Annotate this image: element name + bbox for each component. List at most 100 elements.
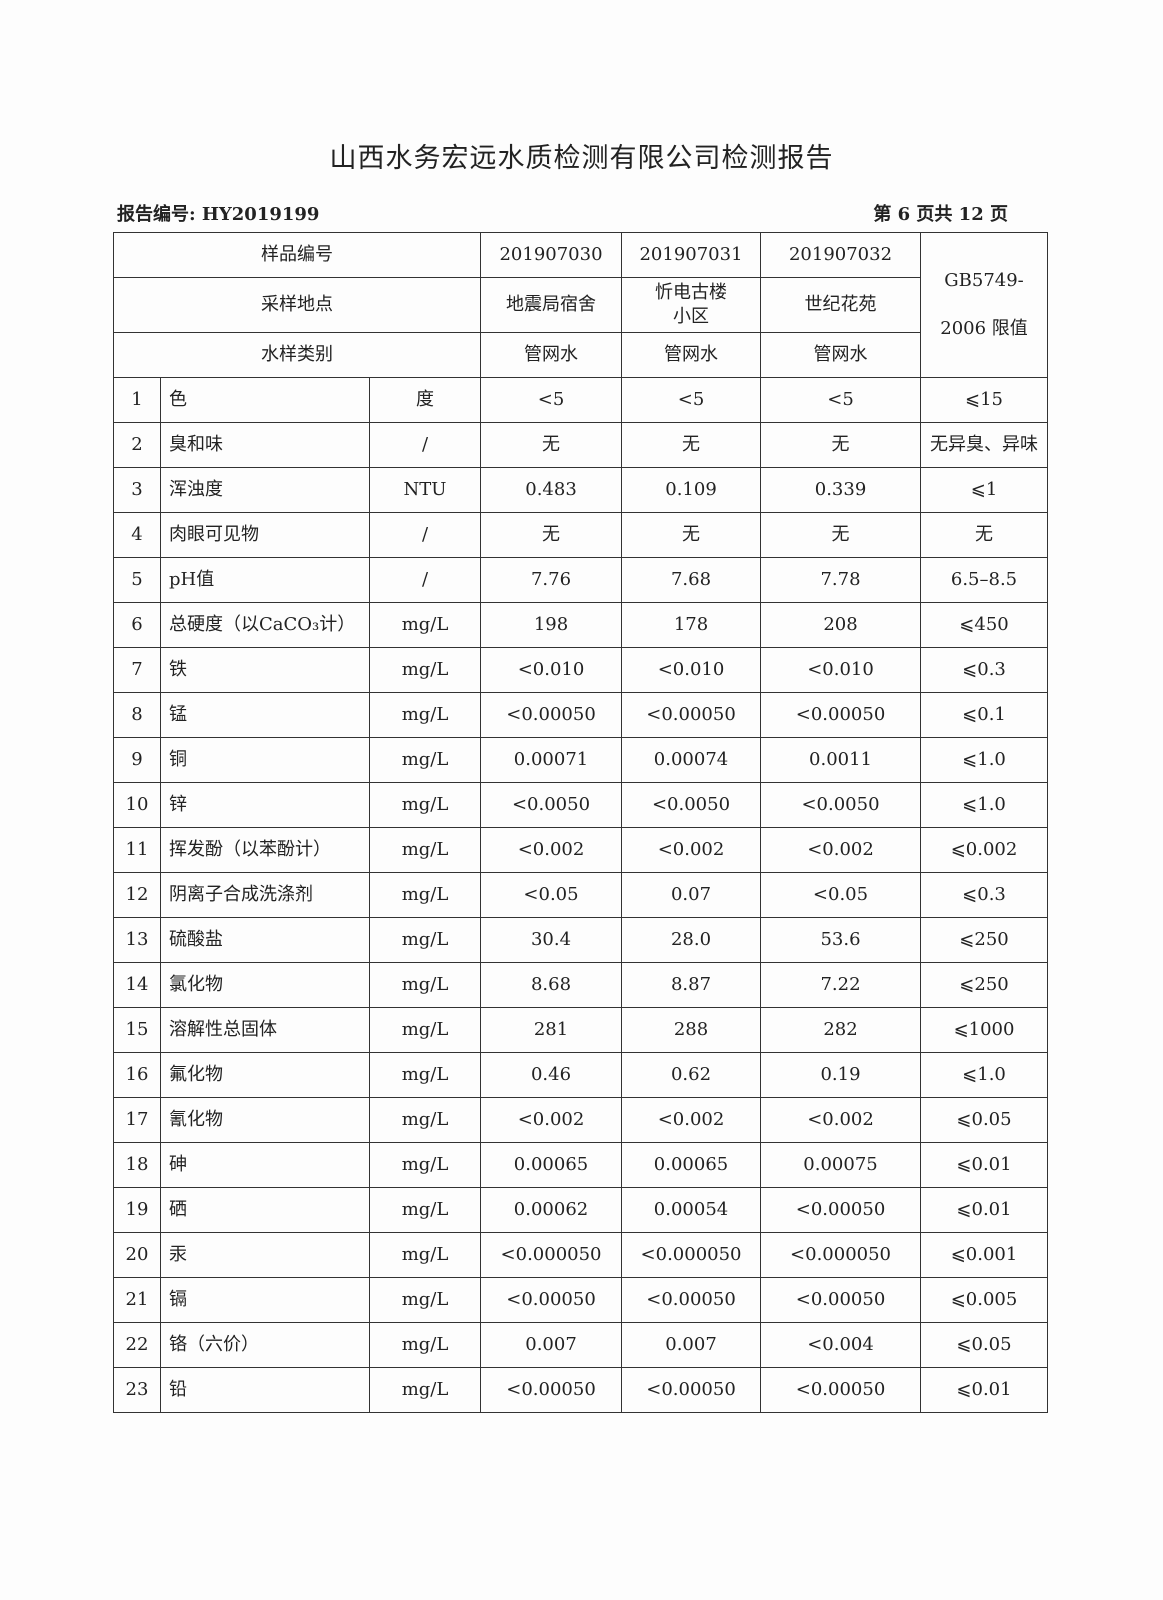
limit-value: ⩽1: [920, 467, 1049, 513]
sample-location: 地震局宿舍: [480, 277, 623, 333]
table-row: 17 氰化物 mg/L <0.002 <0.002 <0.002 ⩽0.05: [113, 1097, 1049, 1143]
item-unit: /: [368, 422, 482, 468]
sample-no-label: 样品编号: [112, 232, 482, 278]
item-unit: mg/L: [368, 962, 482, 1008]
item-name: 锰: [160, 692, 370, 738]
item-name: 硫酸盐: [160, 917, 370, 963]
result-value: <0.00050: [621, 1277, 762, 1323]
result-value: 无: [621, 512, 762, 558]
standard-label-line2: 2006 限值: [940, 318, 1028, 339]
sample-location: 忻电古楼小区: [621, 277, 762, 333]
item-name: 铁: [160, 647, 370, 693]
limit-value: ⩽0.001: [920, 1232, 1049, 1278]
item-no: 2: [113, 422, 161, 468]
sample-no: 201907031: [621, 232, 762, 278]
item-unit: mg/L: [368, 1232, 482, 1278]
result-value: <0.002: [621, 827, 762, 873]
table-row: 21 镉 mg/L <0.00050 <0.00050 <0.00050 ⩽0.005: [113, 1277, 1049, 1323]
item-unit: NTU: [368, 467, 482, 513]
result-value: 7.22: [760, 962, 922, 1008]
limit-value: ⩽1000: [920, 1007, 1049, 1053]
item-no: 13: [113, 917, 161, 963]
type-label: 水样类别: [112, 332, 482, 378]
table-row: 23 铅 mg/L <0.00050 <0.00050 <0.00050 ⩽0.01: [113, 1367, 1049, 1413]
limit-value: 无异臭、异味: [920, 422, 1049, 468]
item-no: 3: [113, 467, 161, 513]
item-unit: mg/L: [368, 737, 482, 783]
limit-value: ⩽250: [920, 962, 1049, 1008]
item-name: pH值: [160, 557, 370, 603]
table-row: 1 色度 <5 <5 <5 ⩽15: [113, 377, 1049, 423]
item-name: 总硬度（以CaCO₃计）: [160, 602, 370, 648]
result-value: <0.05: [760, 872, 922, 918]
item-name: 砷: [160, 1142, 370, 1188]
item-no: 7: [113, 647, 161, 693]
result-value: 0.00075: [760, 1142, 922, 1188]
item-name: 镉: [160, 1277, 370, 1323]
limit-value: ⩽0.05: [920, 1322, 1049, 1368]
result-value: <0.000050: [760, 1232, 922, 1278]
table-row: 4 肉眼可见物 / 无无无无: [113, 512, 1049, 558]
item-no: 19: [113, 1187, 161, 1233]
result-value: 8.68: [480, 962, 623, 1008]
item-name: 氰化物: [160, 1097, 370, 1143]
limit-value: ⩽250: [920, 917, 1049, 963]
item-no: 15: [113, 1007, 161, 1053]
result-value: 0.62: [621, 1052, 762, 1098]
item-name: 溶解性总固体: [160, 1007, 370, 1053]
table-row: 5 pH值/7.76 7.68 7.78 6.5–8.5: [113, 557, 1049, 603]
report-title: 山西水务宏远水质检测有限公司检测报告: [329, 143, 834, 174]
table-row: 9 铜 mg/L 0.00071 0.00074 0.0011 ⩽1.0: [113, 737, 1049, 783]
item-unit: /: [368, 512, 482, 558]
limit-value: ⩽0.1: [920, 692, 1049, 738]
result-value: <0.000050: [621, 1232, 762, 1278]
sample-type: 管网水: [760, 332, 922, 378]
result-value: <0.00050: [621, 692, 762, 738]
sample-location: 世纪花苑: [760, 277, 922, 333]
result-value: 0.007: [480, 1322, 623, 1368]
result-value: 7.78: [760, 557, 922, 603]
table-row: 8 锰 mg/L <0.00050 <0.00050 <0.00050 ⩽0.1: [113, 692, 1049, 738]
item-name: 臭和味: [160, 422, 370, 468]
limit-value: ⩽0.01: [920, 1187, 1049, 1233]
sample-no: 201907032: [760, 232, 922, 278]
item-no: 9: [113, 737, 161, 783]
result-value: <0.00050: [760, 1187, 922, 1233]
result-value: 0.00065: [621, 1142, 762, 1188]
result-value: 0.339: [760, 467, 922, 513]
item-no: 14: [113, 962, 161, 1008]
table-row: 16 氟化物 mg/L 0.46 0.62 0.19 ⩽1.0: [113, 1052, 1049, 1098]
item-unit: mg/L: [368, 647, 482, 693]
item-unit: mg/L: [368, 917, 482, 963]
result-value: 0.0011: [760, 737, 922, 783]
result-value: 28.0: [621, 917, 762, 963]
table-row: 11 挥发酚（以苯酚计） mg/L <0.002 <0.002 <0.002 ⩽0.002: [113, 827, 1049, 873]
sample-location-text: 忻电古楼小区: [655, 282, 728, 327]
result-value: <0.05: [480, 872, 623, 918]
item-no: 11: [113, 827, 161, 873]
result-value: 7.76: [480, 557, 623, 603]
header-row-location: 采样地点 地震局宿舍 忻电古楼小区 世纪花苑: [112, 277, 1048, 333]
table-row: 19 硒 mg/L 0.00062 0.00054 <0.00050 ⩽0.01: [113, 1187, 1049, 1233]
item-name: 氟化物: [160, 1052, 370, 1098]
item-no: 16: [113, 1052, 161, 1098]
result-value: <0.000050: [480, 1232, 623, 1278]
result-value: 无: [480, 422, 623, 468]
result-value: <0.004: [760, 1322, 922, 1368]
item-unit: mg/L: [368, 1052, 482, 1098]
result-value: 无: [760, 422, 922, 468]
item-name: 浑浊度: [160, 467, 370, 513]
table-row: 6 总硬度（以CaCO₃计） mg/L 198 178 208 ⩽450: [113, 602, 1049, 648]
item-no: 8: [113, 692, 161, 738]
item-no: 21: [113, 1277, 161, 1323]
item-unit: /: [368, 557, 482, 603]
item-unit: mg/L: [368, 1367, 482, 1413]
result-value: 7.68: [621, 557, 762, 603]
table-row: 18 砷 mg/L 0.00065 0.00065 0.00075 ⩽0.01: [113, 1142, 1049, 1188]
result-value: <0.00050: [480, 1277, 623, 1323]
result-value: 8.87: [621, 962, 762, 1008]
result-value: 0.00074: [621, 737, 762, 783]
item-no: 17: [113, 1097, 161, 1143]
item-no: 1: [113, 377, 161, 423]
item-no: 23: [113, 1367, 161, 1413]
